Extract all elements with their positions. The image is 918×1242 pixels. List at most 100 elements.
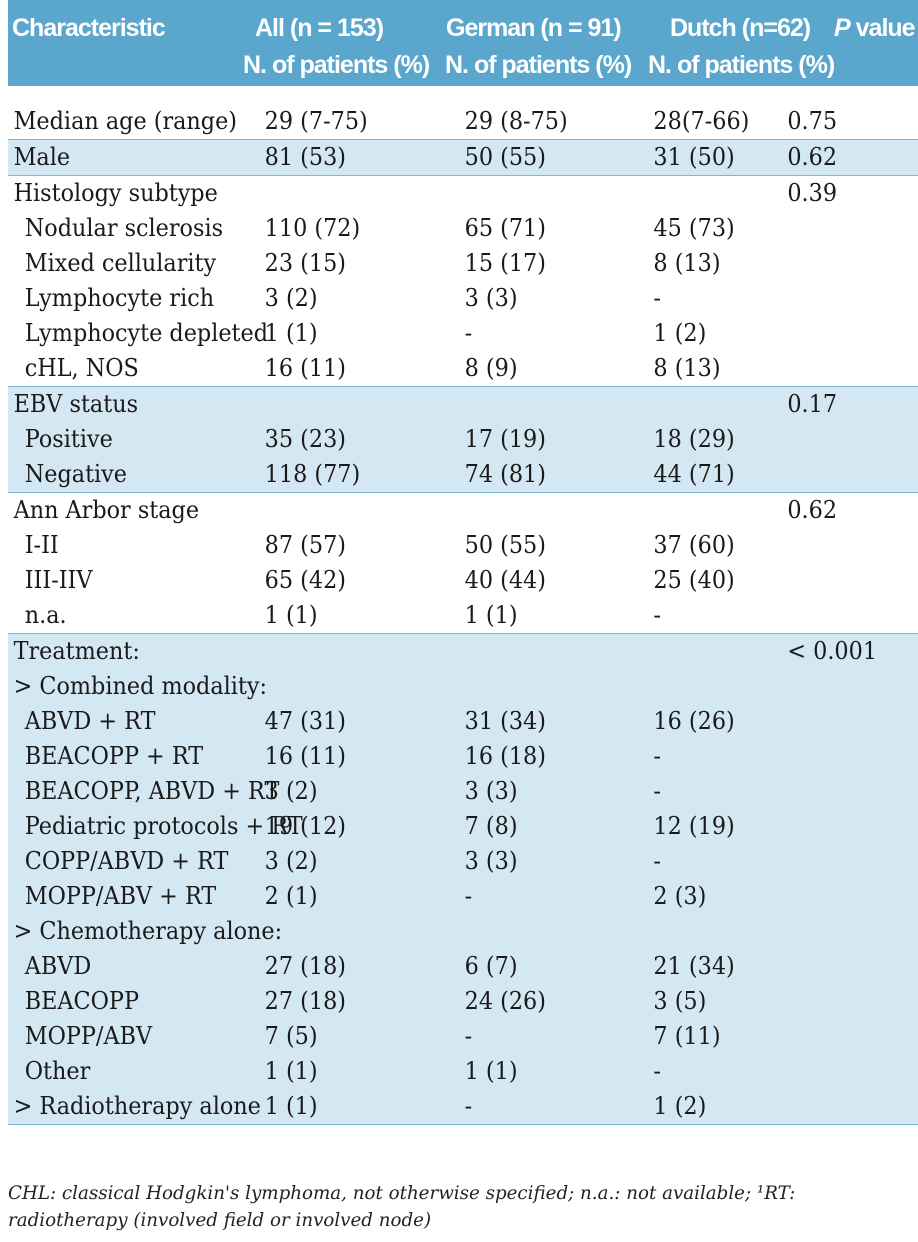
cell-dutch: - [653,284,661,312]
table-section: Treatment: < 0.001 > Combined modality: ABV… [8,634,918,1125]
cell-all: 29 (7-75) [264,107,368,135]
cell-german: 24 (26) [464,987,546,1015]
cell-characteristic: Negative [24,460,128,488]
cell-all: 3 (2) [264,777,318,805]
cell-all: 2 (1) [264,882,318,910]
cell-dutch: 18 (29) [653,425,735,453]
cell-characteristic: EBV status [13,390,139,418]
cell-characteristic: Treatment: [13,637,140,665]
cell-characteristic: Nodular sclerosis [24,214,224,242]
cell-german: 8 (9) [464,354,518,382]
cell-characteristic: MOPP/ABV [24,1022,153,1050]
header-p-italic: P [834,14,851,42]
cell-characteristic: > Chemotherapy alone: [13,917,283,945]
cell-german: - [464,1092,473,1120]
cell-all: 1 (1) [264,1092,318,1120]
cell-p-value: 0.62 [787,496,838,524]
table-row: EBV status 0.17 [8,387,854,422]
header-npat-dutch: N. of patients (%) [648,51,835,79]
cell-characteristic: Histology subtype [13,179,218,207]
cell-dutch: 2 (3) [653,882,707,910]
cell-dutch: 8 (13) [653,249,721,277]
cell-dutch: 7 (11) [653,1022,721,1050]
cell-dutch: 45 (73) [653,214,735,242]
table-section: Histology subtype 0.39 Nodular sclerosis 11… [8,176,918,387]
table-row: Pediatric protocols + RT 19 (12) 7 (8) 12 (… [8,809,854,844]
cell-dutch: 21 (34) [653,952,735,980]
cell-dutch: - [653,777,661,805]
cell-all: 23 (15) [264,249,346,277]
cell-german: 3 (3) [464,777,518,805]
cell-characteristic: cHL, NOS [24,354,139,382]
cell-characteristic: Pediatric protocols + RT [24,812,303,840]
cell-german: - [464,319,473,347]
cell-all: 27 (18) [264,952,346,980]
table-row: Nodular sclerosis 110 (72) 65 (71) 45 (73) [8,211,854,246]
cell-all: 3 (2) [264,847,318,875]
patient-characteristics-table: Characteristic All (n = 153) German (n =… [8,0,918,1125]
table-row: Histology subtype 0.39 [8,176,854,211]
table-header: Characteristic All (n = 153) German (n =… [8,0,918,86]
cell-dutch: 12 (19) [653,812,735,840]
cell-characteristic: BEACOPP [24,987,139,1015]
cell-characteristic: I-II [24,531,59,559]
cell-german: - [464,1022,473,1050]
cell-all: 3 (2) [264,284,318,312]
header-npat-german: N. of patients (%) [445,51,632,79]
cell-characteristic: > Radiotherapy alone [13,1092,261,1120]
cell-german: 1 (1) [464,601,518,629]
table-row: n.a. 1 (1) 1 (1) - [8,598,854,633]
cell-characteristic: Lymphocyte rich [24,284,215,312]
header-p-value: P value [834,14,916,43]
cell-all: 19 (12) [264,812,346,840]
cell-characteristic: Other [24,1057,91,1085]
cell-all: 1 (1) [264,319,318,347]
table-row: Lymphocyte depleted 1 (1) - 1 (2) [8,316,854,351]
table-section: Male 81 (53) 50 (55) 31 (50) 0.62 [8,140,918,176]
table-row: MOPP/ABV + RT 2 (1) - 2 (3) [8,879,854,914]
table-row: BEACOPP + RT 16 (11) 16 (18) - [8,739,854,774]
table-row: Treatment: < 0.001 [8,634,877,669]
cell-dutch: 25 (40) [653,566,735,594]
table-row: Lymphocyte rich 3 (2) 3 (3) - [8,281,854,316]
cell-all: 47 (31) [264,707,346,735]
table-row: Positive 35 (23) 17 (19) 18 (29) [8,422,854,457]
table-footnote: CHL: classical Hodgkin's lymphoma, not o… [8,1182,796,1231]
cell-german: 40 (44) [464,566,546,594]
cell-dutch: - [653,742,661,770]
table-row: Mixed cellularity 23 (15) 15 (17) 8 (13) [8,246,854,281]
cell-characteristic: BEACOPP, ABVD + RT [24,777,280,805]
cell-all: 1 (1) [264,601,318,629]
table-row: I-II 87 (57) 50 (55) 37 (60) [8,528,854,563]
cell-characteristic: ABVD + RT [24,707,156,735]
cell-all: 16 (11) [264,742,346,770]
header-dutch: Dutch (n=62) [670,14,811,42]
cell-characteristic: Mixed cellularity [24,249,217,277]
cell-german: - [464,882,473,910]
cell-characteristic: Male [13,143,71,171]
cell-german: 16 (18) [464,742,546,770]
table-row: Median age (range) 29 (7-75) 29 (8-75) 28(7… [8,104,854,139]
table-row: MOPP/ABV 7 (5) - 7 (11) [8,1019,854,1054]
table-section: Ann Arbor stage 0.62 I-II 87 (57) 50 (55) 37 … [8,493,918,634]
cell-dutch: 44 (71) [653,460,735,488]
table-row: Ann Arbor stage 0.62 [8,493,854,528]
cell-german: 29 (8-75) [464,107,568,135]
table-row: Negative 118 (77) 74 (81) 44 (71) [8,457,854,492]
header-german: German (n = 91) [446,14,622,42]
cell-german: 17 (19) [464,425,546,453]
cell-dutch: 28(7-66) [653,107,750,135]
table-row: BEACOPP, ABVD + RT 3 (2) 3 (3) - [8,774,854,809]
cell-all: 65 (42) [264,566,346,594]
cell-characteristic: Positive [24,425,113,453]
table-row: Other 1 (1) 1 (1) - [8,1054,854,1089]
cell-all: 1 (1) [264,1057,318,1085]
cell-german: 3 (3) [464,847,518,875]
cell-characteristic: MOPP/ABV + RT [24,882,217,910]
cell-german: 65 (71) [464,214,546,242]
cell-all: 81 (53) [264,143,346,171]
cell-all: 27 (18) [264,987,346,1015]
cell-p-value: < 0.001 [787,637,878,665]
cell-german: 7 (8) [464,812,518,840]
table-row: III-IIV 65 (42) 40 (44) 25 (40) [8,563,854,598]
